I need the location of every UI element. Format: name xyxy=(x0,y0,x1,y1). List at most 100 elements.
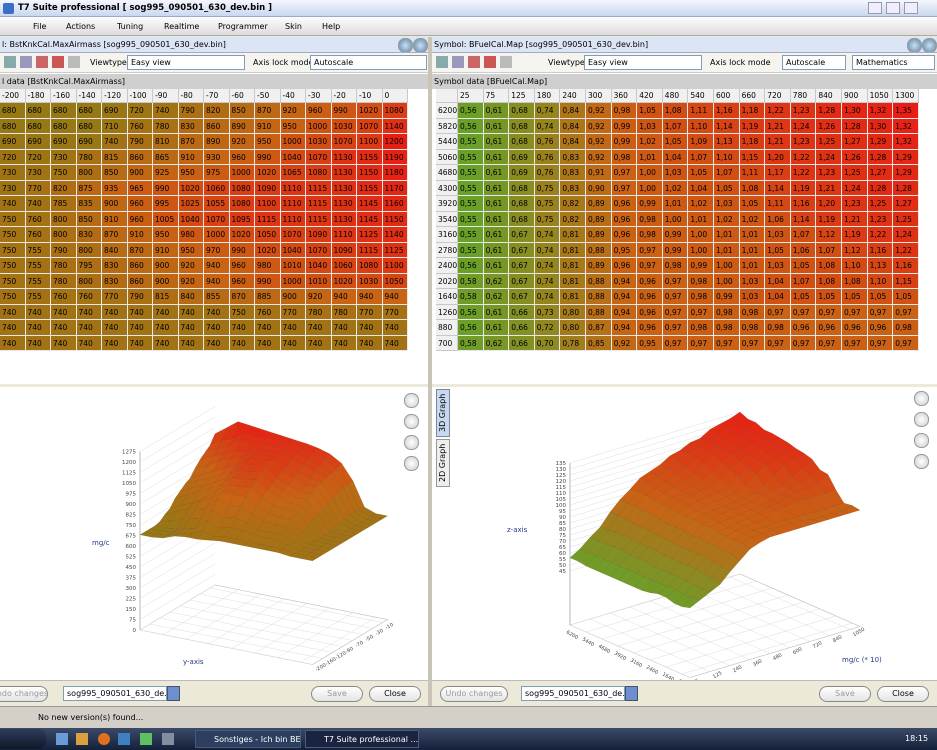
menu-item[interactable]: Actions xyxy=(66,22,96,31)
task-button[interactable]: Sonstiges - Ich bin BE... xyxy=(195,730,301,748)
z-tick-label: 375 xyxy=(126,576,137,582)
table-cell: 1,05 xyxy=(816,289,842,305)
menu-item[interactable]: Help xyxy=(322,22,341,31)
quick-launch-icon[interactable] xyxy=(162,733,174,745)
table-cell: 1,08 xyxy=(816,273,842,289)
tool-icon[interactable] xyxy=(500,56,512,68)
graph-tool[interactable] xyxy=(914,391,929,406)
quick-launch-icon[interactable] xyxy=(76,733,88,745)
table-cell: 0,61 xyxy=(483,180,510,196)
table-cell: 1,25 xyxy=(867,196,894,212)
menu-item[interactable]: File xyxy=(33,22,47,31)
column-header: 600 xyxy=(714,89,740,103)
menu-item[interactable]: Realtime xyxy=(164,22,200,31)
pin-button[interactable] xyxy=(398,38,413,52)
z-tick-label: 300 xyxy=(126,586,137,592)
viewtype-select[interactable]: Easy view xyxy=(584,55,702,70)
graph-tool[interactable] xyxy=(404,393,419,408)
axis-lock-select[interactable]: Autoscale xyxy=(782,55,846,70)
table-cell: 690 xyxy=(51,134,77,150)
graph-tool[interactable] xyxy=(404,435,419,450)
splitter[interactable] xyxy=(0,384,428,387)
tool-icon[interactable] xyxy=(436,56,448,68)
quick-launch-icon[interactable] xyxy=(56,733,68,745)
z-tick-label: 75 xyxy=(129,618,136,624)
save-button[interactable]: Save xyxy=(311,686,363,702)
maximize-button[interactable] xyxy=(886,2,900,14)
tool-icon[interactable] xyxy=(20,56,32,68)
table-cell: 1100 xyxy=(255,196,281,212)
table-cell: 1020 xyxy=(255,165,281,181)
table-cell: 1115 xyxy=(357,242,383,258)
menu-item[interactable]: Skin xyxy=(285,22,303,31)
splitter[interactable] xyxy=(432,384,937,387)
task-button[interactable]: T7 Suite professional ... xyxy=(305,730,419,748)
tool-icon[interactable] xyxy=(484,56,496,68)
table-cell: 0,75 xyxy=(534,180,561,196)
graph-tool[interactable] xyxy=(404,456,419,471)
panel-splitter[interactable] xyxy=(428,37,432,706)
quick-launch-icon[interactable] xyxy=(140,733,152,745)
quick-launch-icon[interactable] xyxy=(118,733,130,745)
close-panel-button[interactable] xyxy=(922,38,937,52)
tool-icon[interactable] xyxy=(468,56,480,68)
start-button[interactable] xyxy=(0,729,46,749)
dropdown-arrow[interactable] xyxy=(625,686,638,701)
mode-select[interactable]: Mathematics xyxy=(852,55,935,70)
graph-tool[interactable] xyxy=(914,454,929,469)
table-cell: 0,58 xyxy=(458,273,484,289)
undo-button[interactable]: Undo changes xyxy=(0,686,48,702)
axis-lock-select[interactable]: Autoscale xyxy=(310,55,427,70)
graph-tool[interactable] xyxy=(914,433,929,448)
z-tick-label: 105 xyxy=(556,497,567,503)
table-cell: 760 xyxy=(127,118,153,134)
tool-icon[interactable] xyxy=(4,56,16,68)
floor-grid xyxy=(149,623,323,659)
quick-launch-icon[interactable] xyxy=(98,733,110,745)
table-cell: 1,03 xyxy=(765,227,791,243)
table-cell: 0,66 xyxy=(509,320,535,336)
table-cell: 740 xyxy=(127,335,153,351)
graph-tool[interactable] xyxy=(914,412,929,427)
table-cell: 0,98 xyxy=(688,273,714,289)
close-window-button[interactable] xyxy=(904,2,918,14)
graph-tool[interactable] xyxy=(404,414,419,429)
tool-icon[interactable] xyxy=(68,56,80,68)
tool-icon[interactable] xyxy=(52,56,64,68)
table-cell: 1,29 xyxy=(893,165,919,181)
file-select[interactable]: sog995_090501_630_de... xyxy=(521,686,625,701)
table-cell: 750 xyxy=(0,211,26,227)
table-cell: 740 xyxy=(51,304,77,320)
menu-item[interactable]: Programmer xyxy=(218,22,268,31)
table-cell: 1,27 xyxy=(867,165,894,181)
tool-icon[interactable] xyxy=(452,56,464,68)
pin-button[interactable] xyxy=(907,38,922,52)
table-cell: 0,81 xyxy=(560,258,586,274)
table-cell: 0,68 xyxy=(509,103,535,119)
minimize-button[interactable] xyxy=(868,2,882,14)
floor-grid xyxy=(665,615,837,668)
table-cell: 690 xyxy=(0,134,26,150)
close-button[interactable]: Close xyxy=(877,686,929,702)
table-cell: 1000 xyxy=(280,134,306,150)
column-header: 75 xyxy=(483,89,510,103)
table-cell: 800 xyxy=(76,273,102,289)
close-panel-button[interactable] xyxy=(413,38,428,52)
file-select[interactable]: sog995_090501_630_de... xyxy=(63,686,167,701)
close-button[interactable]: Close xyxy=(369,686,421,702)
table-cell: 0,68 xyxy=(509,196,535,212)
table-cell: 740 xyxy=(51,335,77,351)
viewtype-select[interactable]: Easy view xyxy=(127,55,245,70)
save-button[interactable]: Save xyxy=(819,686,871,702)
floor-grid xyxy=(139,629,313,665)
tab-3d-graph[interactable]: 3D Graph xyxy=(436,389,450,437)
menu-item[interactable]: Tuning xyxy=(117,22,144,31)
tool-icon[interactable] xyxy=(36,56,48,68)
table-cell: 815 xyxy=(153,289,179,305)
tab-2d-graph[interactable]: 2D Graph xyxy=(436,439,450,487)
table-cell: 0,69 xyxy=(509,165,535,181)
undo-button[interactable]: Undo changes xyxy=(440,686,508,702)
table-cell: 0,88 xyxy=(586,273,612,289)
dropdown-arrow[interactable] xyxy=(167,686,180,701)
grid-line xyxy=(139,542,216,589)
